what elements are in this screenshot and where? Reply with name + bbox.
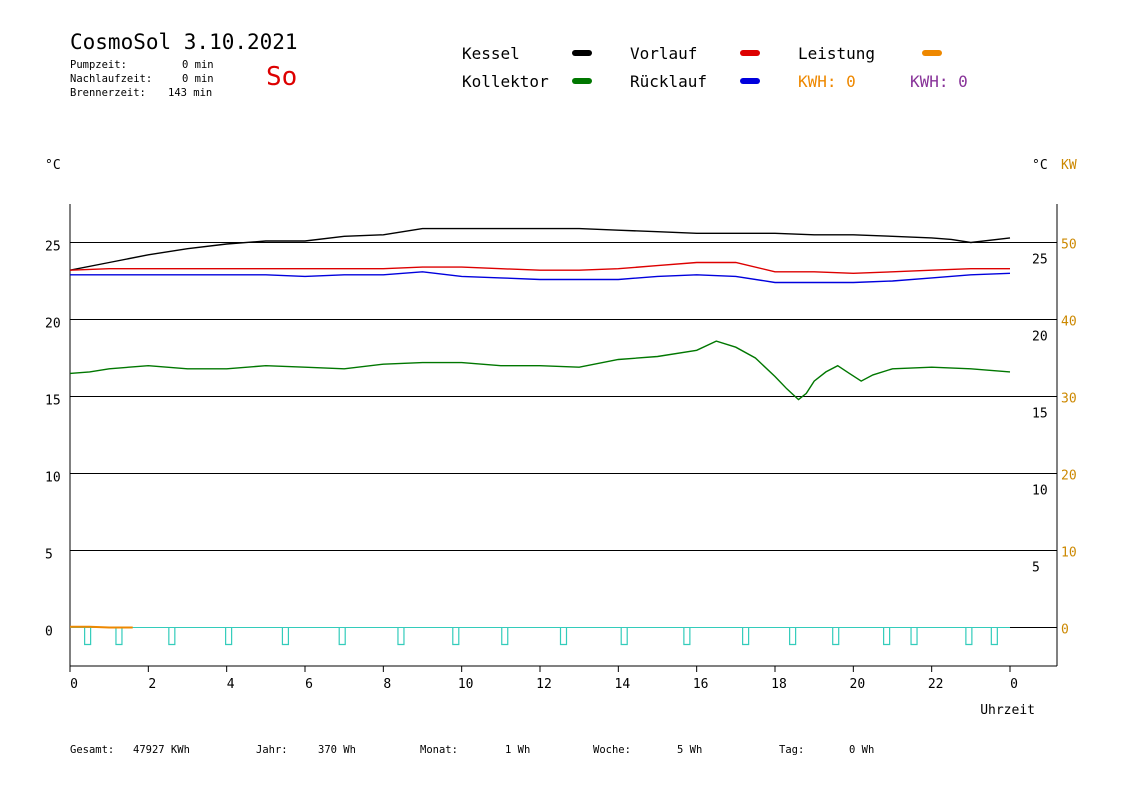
- footer-value-woche: 5 Wh: [677, 744, 703, 756]
- x-axis-label: Uhrzeit: [980, 703, 1035, 718]
- x-tick-label-4: 8: [383, 677, 391, 692]
- y-tick-right-c-25: 25: [1032, 253, 1048, 268]
- legend-leistung-swatch: [922, 50, 942, 56]
- legend-kollektor-label: Kollektor: [462, 72, 549, 91]
- pulse-5: [338, 627, 346, 646]
- pulse-6: [397, 627, 405, 646]
- stat-value-nachlaufzeit: 0 min: [182, 73, 214, 85]
- footer-label-woche: Woche:: [593, 744, 631, 756]
- pulse-18: [990, 627, 998, 646]
- pulse-11: [683, 627, 691, 646]
- x-tick-label-9: 18: [771, 677, 787, 692]
- series-line-kollektor: [69, 340, 1011, 401]
- legend-kollektor-swatch: [572, 78, 592, 84]
- footer-value-tag: 0 Wh: [849, 744, 875, 756]
- stat-label-pumpzeit: Pumpzeit:: [70, 59, 127, 71]
- x-tick-label-7: 14: [615, 677, 631, 692]
- y-tick-left-5: 5: [45, 548, 53, 563]
- y-tick-right-kw-50: 50: [1061, 238, 1077, 253]
- pulse-2: [168, 627, 176, 646]
- x-tick-label-12: 0: [1010, 677, 1018, 692]
- y-tick-right-kw-0: 0: [1061, 623, 1069, 638]
- pulse-9: [559, 627, 568, 646]
- series-line-leistung: [70, 625, 133, 629]
- x-tick-label-1: 2: [148, 677, 156, 692]
- y-tick-right-c-20: 20: [1032, 330, 1048, 345]
- x-tick-label-0: 0: [70, 677, 78, 692]
- series-line-vorlauf: [69, 261, 1010, 275]
- footer-value-jahr: 370 Wh: [318, 744, 356, 756]
- x-tick-label-6: 12: [536, 677, 552, 692]
- chart-title: CosmoSol 3.10.2021: [70, 30, 298, 54]
- y-tick-right-kw-40: 40: [1061, 315, 1077, 330]
- footer-label-tag: Tag:: [779, 744, 805, 756]
- stat-value-pumpzeit: 0 min: [182, 59, 214, 71]
- legend-ruecklauf-swatch: [740, 78, 760, 84]
- x-tick-label-3: 6: [305, 677, 313, 692]
- x-tick-label-11: 22: [928, 677, 944, 692]
- legend-ruecklauf-label: Rücklauf: [630, 72, 708, 91]
- y-tick-right-c-5: 5: [1032, 561, 1040, 576]
- y-tick-left-0: 0: [45, 625, 53, 640]
- pulse-16: [910, 627, 918, 646]
- pulse-3: [225, 627, 233, 646]
- footer-value-gesamt: 47927 KWh: [133, 744, 190, 756]
- kwh-purple-label: KWH: 0: [910, 72, 968, 91]
- y-tick-right-kw-10: 10: [1061, 546, 1077, 561]
- y-axis-label-left: °C: [45, 158, 61, 173]
- stat-label-nachlaufzeit: Nachlaufzeit:: [70, 73, 153, 85]
- footer-label-jahr: Jahr:: [256, 744, 288, 756]
- y-tick-left-20: 20: [45, 317, 61, 332]
- series-line-rücklauf: [70, 271, 1011, 284]
- footer-label-monat: Monat:: [420, 744, 458, 756]
- y-tick-left-10: 10: [45, 471, 61, 486]
- pulse-12: [742, 627, 750, 646]
- pulse-8: [501, 627, 509, 646]
- y-tick-left-25: 25: [45, 240, 61, 255]
- y-tick-left-15: 15: [45, 394, 61, 409]
- stat-label-brennerzeit: Brennerzeit:: [70, 87, 146, 99]
- pulse-4: [281, 627, 290, 646]
- pulse-14: [832, 627, 840, 646]
- footer-value-monat: 1 Wh: [505, 744, 531, 756]
- legend-vorlauf-label: Vorlauf: [630, 44, 698, 63]
- weekday-label: So: [266, 62, 298, 92]
- kwh-orange-label: KWH: 0: [798, 72, 856, 91]
- y-tick-right-kw-30: 30: [1061, 392, 1077, 407]
- pulse-0: [84, 627, 92, 646]
- pulse-13: [789, 627, 797, 646]
- footer-label-gesamt: Gesamt:: [70, 744, 115, 756]
- x-tick-label-5: 10: [458, 677, 474, 692]
- y-axis-label-right: °C: [1032, 158, 1048, 173]
- y-tick-right-c-10: 10: [1032, 484, 1048, 499]
- pulse-10: [620, 627, 628, 646]
- legend-kessel-swatch: [572, 50, 592, 56]
- x-tick-label-10: 20: [850, 677, 866, 692]
- pulse-15: [883, 627, 891, 646]
- stat-value-brennerzeit: 143 min: [168, 87, 213, 99]
- legend-leistung-label: Leistung: [798, 44, 876, 63]
- legend-vorlauf-swatch: [740, 50, 760, 56]
- legend-kessel-label: Kessel: [462, 44, 520, 63]
- series-line-kessel: [69, 227, 1011, 271]
- pulse-17: [965, 627, 973, 646]
- pulse-7: [452, 627, 460, 646]
- pulse-1: [115, 627, 123, 646]
- x-tick-label-2: 4: [227, 677, 235, 692]
- y-tick-right-c-15: 15: [1032, 407, 1048, 422]
- y-axis-label-right-kw: KW: [1061, 158, 1077, 173]
- y-tick-right-kw-20: 20: [1061, 469, 1077, 484]
- x-tick-label-8: 16: [693, 677, 709, 692]
